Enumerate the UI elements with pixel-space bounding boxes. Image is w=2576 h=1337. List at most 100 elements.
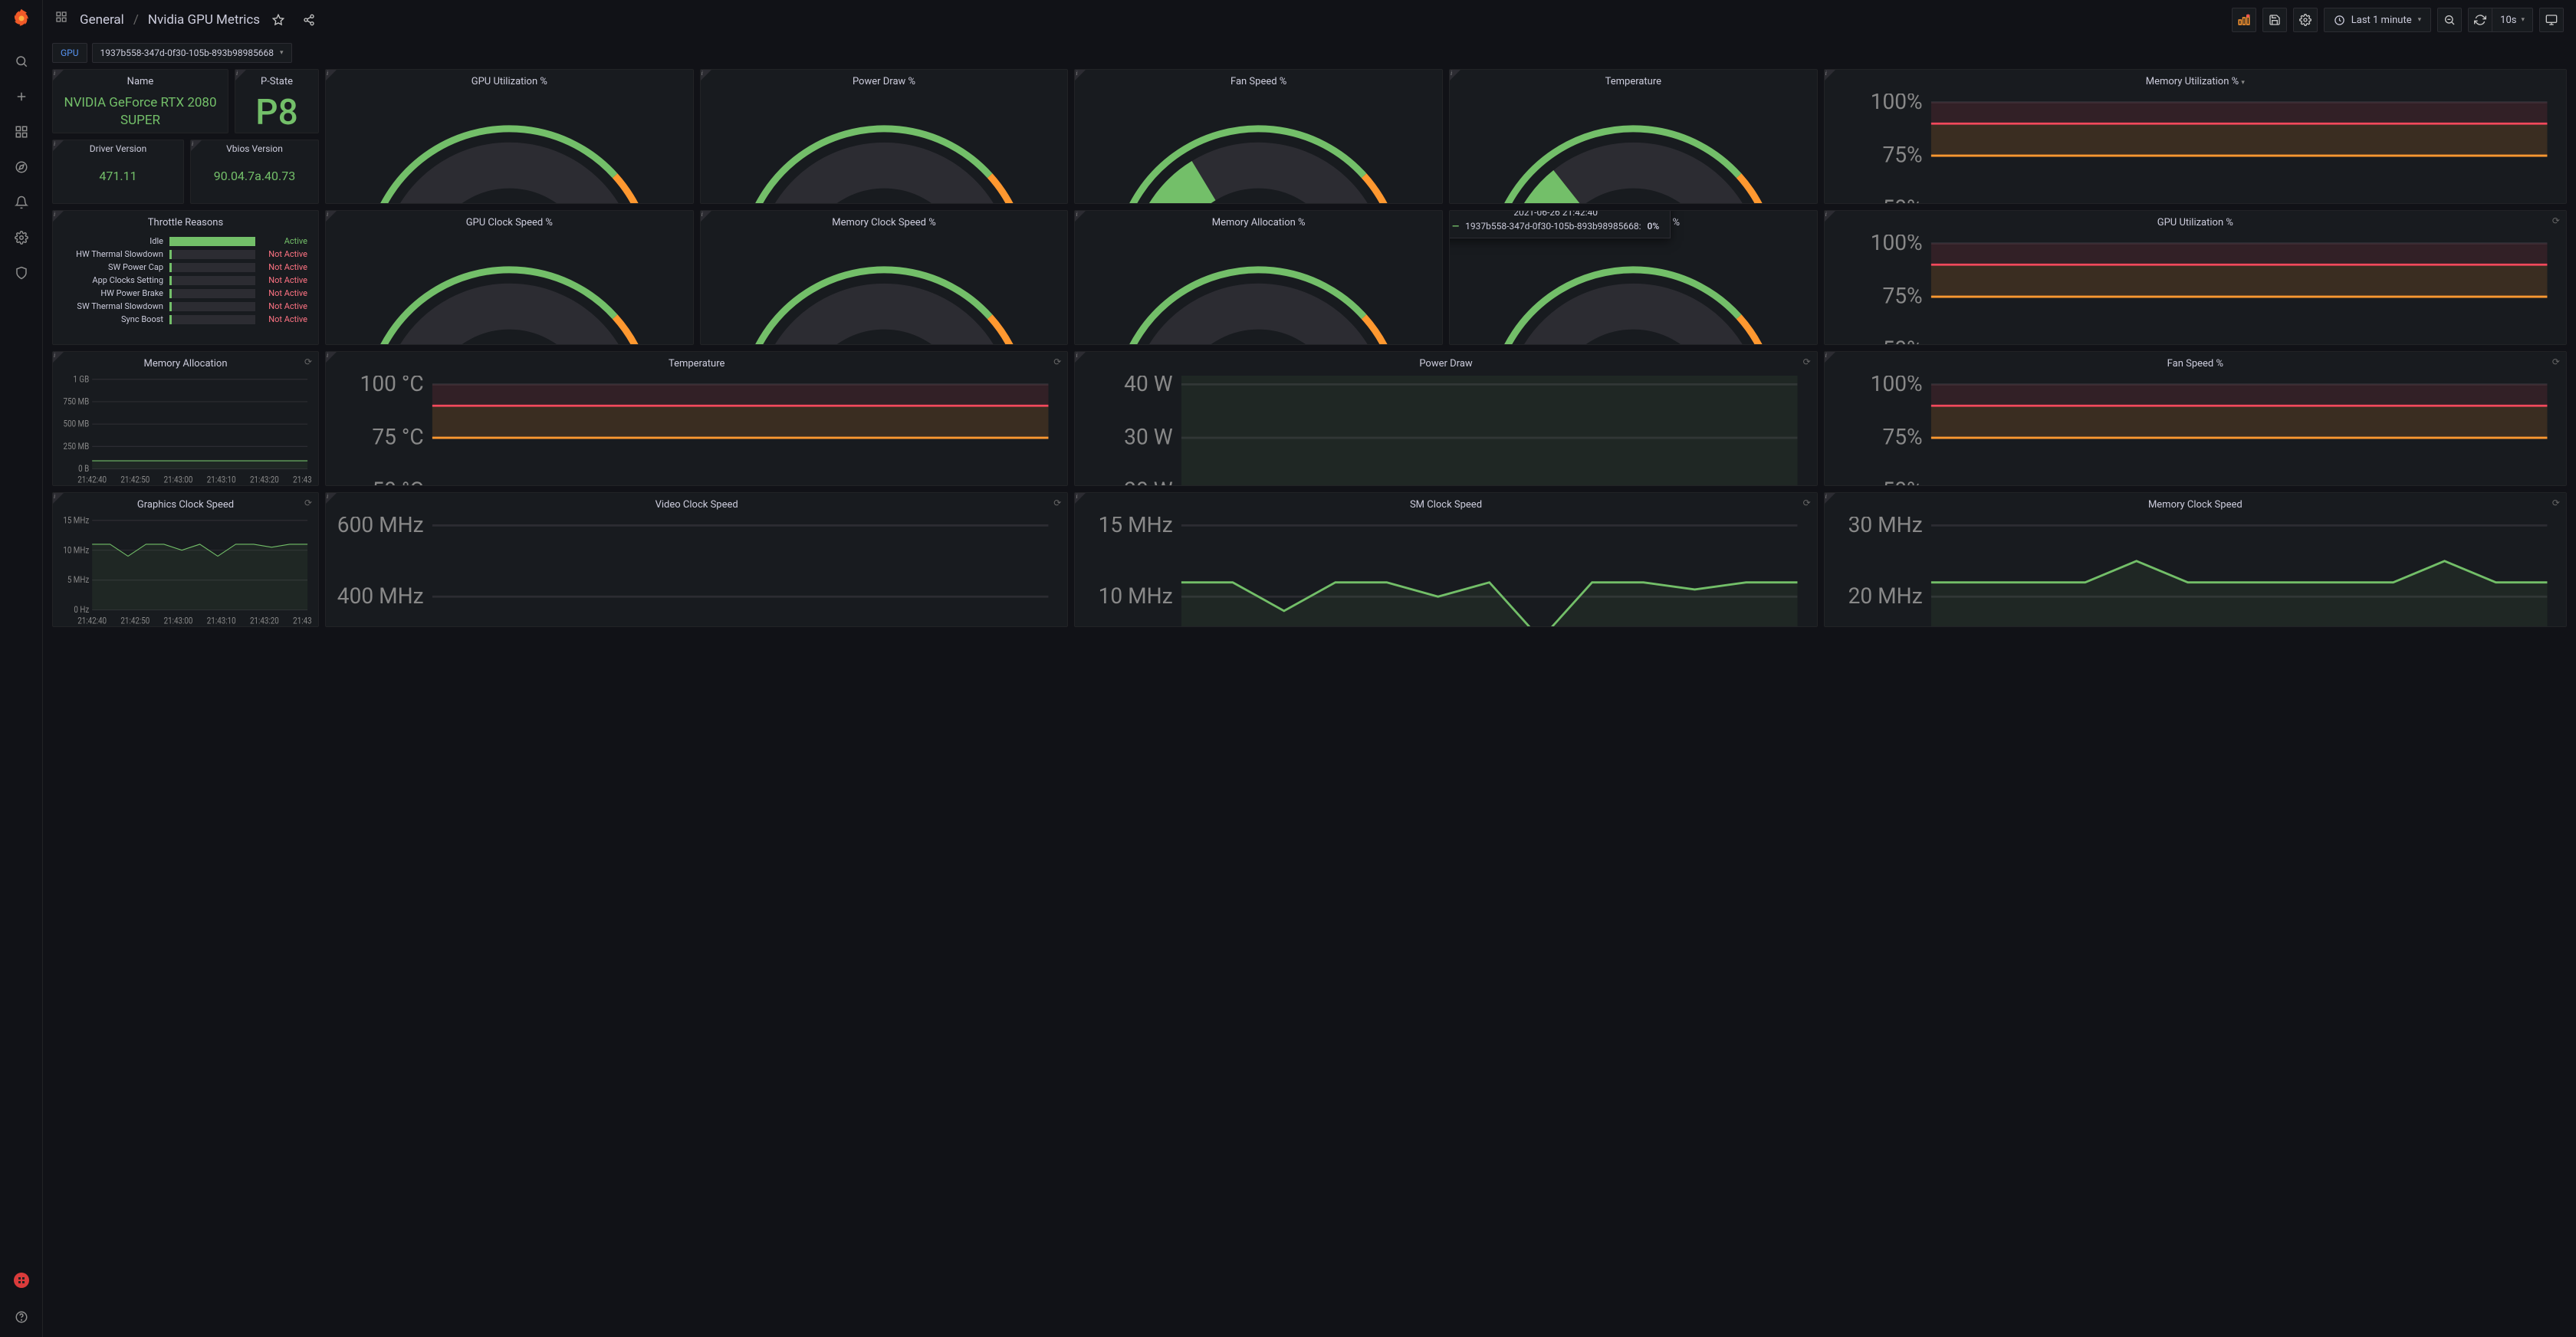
stat-value: 90.04.7a.40.73 <box>214 169 296 185</box>
refresh-icon[interactable]: ⟳ <box>2552 215 2560 226</box>
breadcrumb-folder[interactable]: General <box>80 12 124 28</box>
time-picker[interactable]: Last 1 minute ▾ <box>2324 8 2431 32</box>
dashboards-icon[interactable] <box>6 117 37 147</box>
svg-text:21:43:30: 21:43:30 <box>293 475 312 485</box>
topbar: General / Nvidia GPU Metrics Last 1 minu… <box>43 0 2576 40</box>
variable-row: GPU 1937b558-347d-0f30-105b-893b98985668… <box>43 40 2576 69</box>
panel-fan-timeseries[interactable]: ⟳ Fan Speed % 100%75%50%25%0%21:42:4021:… <box>1824 351 2567 486</box>
panel-throttle[interactable]: Throttle Reasons IdleActiveHW Thermal Sl… <box>52 210 319 345</box>
svg-text:600 MHz: 600 MHz <box>337 517 424 537</box>
throttle-row: SW Power CapNot Active <box>64 261 307 274</box>
panel-title: Memory Utilization % ▾ <box>1825 70 2566 90</box>
svg-text:75%: 75% <box>1882 142 1922 167</box>
throttle-row: HW Thermal SlowdownNot Active <box>64 248 307 261</box>
refresh-icon[interactable]: ⟳ <box>304 498 312 508</box>
svg-text:100%: 100% <box>1870 376 1922 396</box>
refresh-rate-picker[interactable]: 10s▾ <box>2492 8 2533 32</box>
settings-icon[interactable] <box>6 222 37 253</box>
throttle-row: Sync BoostNot Active <box>64 313 307 326</box>
panel-mem-alloc-gauge[interactable]: Memory Allocation % 11.2% <box>1074 210 1443 345</box>
panel-title: Name <box>53 70 228 90</box>
refresh-icon[interactable]: ⟳ <box>1053 356 1061 367</box>
shield-icon[interactable] <box>6 258 37 288</box>
svg-text:100%: 100% <box>1870 94 1922 114</box>
share-icon[interactable] <box>297 8 321 32</box>
panel-gfx-clock-timeseries[interactable]: ⟳ Graphics Clock Speed 15 MHz10 MHz5 MHz… <box>52 492 319 627</box>
panel-title: Memory Allocation % <box>1075 211 1442 232</box>
panel-mem-util-gauge[interactable]: Memory Utilization % 0% 2021-06-26 21:42… <box>1449 210 1818 345</box>
grafana-logo[interactable] <box>9 6 34 31</box>
refresh-icon[interactable]: ⟳ <box>1803 356 1811 367</box>
plus-icon[interactable] <box>6 81 37 112</box>
svg-text:21:42:50: 21:42:50 <box>120 475 150 485</box>
panel-name[interactable]: Name NVIDIA GeForce RTX 2080 SUPER <box>52 69 228 133</box>
save-button[interactable] <box>2262 8 2287 32</box>
panel-mem-alloc-timeseries[interactable]: ⟳ Memory Allocation 1 GB750 MB500 MB250 … <box>52 351 319 486</box>
panel-title: GPU Utilization % <box>326 70 693 90</box>
panel-temp-timeseries[interactable]: ⟳ Temperature 100 °C75 °C50 °C25 °C0 °C2… <box>325 351 1068 486</box>
svg-text:30 W: 30 W <box>1125 424 1173 449</box>
variable-select[interactable]: 1937b558-347d-0f30-105b-893b98985668 ▾ <box>92 43 292 63</box>
tooltip: 2021-06-26 21:42:40 —1937b558-347d-0f30-… <box>1449 210 1671 238</box>
dashboard-settings-button[interactable] <box>2293 8 2318 32</box>
explore-icon[interactable] <box>6 152 37 182</box>
panel-gpu-util-gauge[interactable]: GPU Utilization % 0% <box>325 69 694 204</box>
svg-text:21:43:30: 21:43:30 <box>293 616 312 626</box>
alerting-icon[interactable] <box>6 187 37 218</box>
svg-text:20 W: 20 W <box>1125 478 1173 486</box>
panel-title: Temperature <box>326 352 1067 373</box>
panel-video-clock-timeseries[interactable]: ⟳ Video Clock Speed 600 MHz400 MHz200 MH… <box>325 492 1068 627</box>
svg-text:0 B: 0 B <box>78 463 89 474</box>
panel-mem-clock-gauge[interactable]: Memory Clock Speed % 0.310% <box>700 210 1069 345</box>
star-icon[interactable] <box>266 8 291 32</box>
svg-text:15 MHz: 15 MHz <box>63 517 89 526</box>
throttle-list: IdleActiveHW Thermal SlowdownNot ActiveS… <box>53 232 318 329</box>
panel-pstate[interactable]: P-State P8 <box>235 69 319 133</box>
panel-mem-clock-timeseries[interactable]: ⟳ Memory Clock Speed 30 MHz20 MHz10 MHz0… <box>1824 492 2567 627</box>
svg-text:1 GB: 1 GB <box>73 376 89 385</box>
throttle-row: IdleActive <box>64 235 307 248</box>
panel-power-draw-gauge[interactable]: Power Draw % 11.5% <box>700 69 1069 204</box>
refresh-icon[interactable]: ⟳ <box>304 356 312 367</box>
panel-power-timeseries[interactable]: ⟳ Power Draw 40 W30 W20 W10 W0 W21:42:40… <box>1074 351 1817 486</box>
app-icon[interactable] <box>9 1268 34 1293</box>
refresh-button[interactable] <box>2468 8 2492 32</box>
panel-title: Power Draw % <box>701 70 1068 90</box>
panel-title: Fan Speed % <box>1825 352 2566 373</box>
panel-mem-util-timeseries[interactable]: Memory Utilization % ▾ 100%75%50%25%0%21… <box>1824 69 2567 204</box>
panel-title: Video Clock Speed <box>326 493 1067 514</box>
sidebar <box>0 0 43 1337</box>
panel-gpu-clock-gauge[interactable]: GPU Clock Speed % 0.395% <box>325 210 694 345</box>
panel-grid-icon[interactable] <box>55 11 74 29</box>
search-icon[interactable] <box>6 46 37 77</box>
refresh-icon[interactable]: ⟳ <box>1803 498 1811 508</box>
panel-temperature-gauge[interactable]: Temperature 34 °C <box>1449 69 1818 204</box>
panel-sm-clock-timeseries[interactable]: ⟳ SM Clock Speed 15 MHz10 MHz5 MHz0 Hz21… <box>1074 492 1817 627</box>
throttle-row: SW Thermal SlowdownNot Active <box>64 300 307 313</box>
svg-text:21:42:50: 21:42:50 <box>120 616 150 626</box>
svg-text:30 MHz: 30 MHz <box>1848 517 1922 537</box>
svg-text:750 MB: 750 MB <box>64 396 90 407</box>
panel-fan-speed-gauge[interactable]: Fan Speed % 37% <box>1074 69 1443 204</box>
add-panel-button[interactable] <box>2232 8 2256 32</box>
svg-text:50%: 50% <box>1882 195 1922 204</box>
svg-text:50%: 50% <box>1882 478 1922 486</box>
svg-text:40 W: 40 W <box>1125 376 1173 396</box>
panel-title: Temperature <box>1450 70 1817 90</box>
breadcrumb-dashboard[interactable]: Nvidia GPU Metrics <box>148 12 260 28</box>
variable-label: GPU <box>52 43 87 63</box>
panel-driver[interactable]: Driver Version 471.11 <box>52 140 184 204</box>
refresh-icon[interactable]: ⟳ <box>2552 356 2560 367</box>
zoom-out-button[interactable] <box>2437 8 2462 32</box>
stat-value: P8 <box>255 90 298 133</box>
panel-gpu-util-timeseries[interactable]: ⟳ GPU Utilization % 100%75%50%25%0%21:42… <box>1824 210 2567 345</box>
refresh-icon[interactable]: ⟳ <box>2552 498 2560 508</box>
svg-text:250 MB: 250 MB <box>64 441 90 452</box>
panel-vbios[interactable]: Vbios Version 90.04.7a.40.73 <box>190 140 319 204</box>
svg-text:10 MHz: 10 MHz <box>1099 583 1173 609</box>
throttle-row: App Clocks SettingNot Active <box>64 274 307 287</box>
help-icon[interactable] <box>6 1302 37 1332</box>
refresh-icon[interactable]: ⟳ <box>1053 498 1061 508</box>
tv-mode-button[interactable] <box>2539 8 2564 32</box>
panel-title: Graphics Clock Speed <box>53 493 318 514</box>
